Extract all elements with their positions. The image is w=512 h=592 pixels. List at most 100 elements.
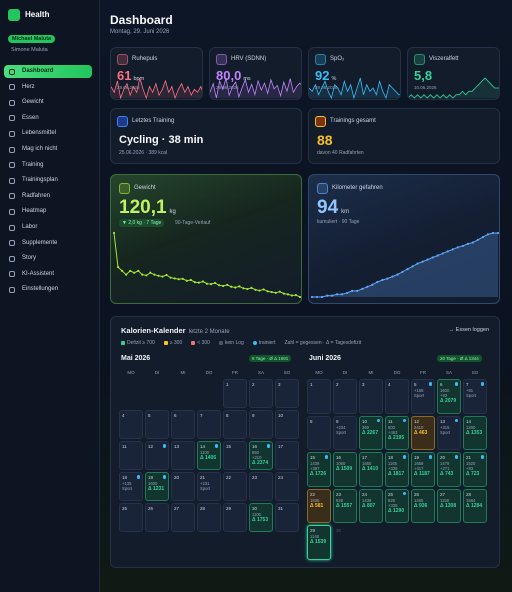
nav-item[interactable]: Story [4,252,92,265]
point [426,258,429,261]
point [116,265,120,269]
day-number: 10 [362,418,368,424]
day-cell: 25 828 +335 Δ 1290 [385,488,409,523]
day-number: 5 [148,413,151,418]
day-line: 1584 [466,497,476,503]
day-line: 828 [336,497,343,503]
point [125,273,128,276]
line [210,77,301,99]
nav-item[interactable]: Einstellungen [4,283,92,296]
point [141,273,144,276]
day-delta: Δ 1509 [336,466,353,472]
nav-label: Heatmap [22,208,47,215]
day-cell: 11 [119,441,143,470]
nav-item[interactable]: KI-Assistent [4,268,92,281]
other-user[interactable]: Simone Maluta [11,47,48,53]
day-line: Sport [122,486,133,491]
nav-item[interactable]: Radfahren [4,190,92,203]
point [496,231,499,235]
day-number: 24 [362,491,368,497]
day-line: +158 [414,388,424,393]
card-value: 92% [315,68,337,83]
nav-label: Herz [22,83,35,90]
card-label: Gewicht [134,185,156,191]
day-number: 7 [466,382,469,387]
day-cell: 16 1060 Δ 1509 [333,452,357,487]
day-cell: 26 [145,503,169,532]
nav-item[interactable]: Dashboard [4,65,92,78]
legend-label: trainiert [258,340,276,346]
training-value: Cycling · 38 min [119,134,204,146]
day-cell: 14 1200 Δ 1353 [463,415,487,450]
legend-label: < 300 [197,340,210,346]
day-cell: 21 1520 +93 Δ 723 [463,452,487,487]
month-name: Juni 2026 [309,355,341,362]
day-cell: 4 [119,410,143,439]
point [421,260,424,263]
nav-item[interactable]: Gewicht [4,96,92,109]
point [406,267,409,271]
day-number: 26 [414,491,420,497]
line [309,77,400,99]
day-cell: 3 [275,379,299,408]
point [254,288,257,291]
user-badge[interactable]: Michael Maluta [8,35,56,43]
point [181,277,184,280]
day-number: 13 [440,418,446,424]
nav-item[interactable]: Heatmap [4,205,92,218]
day-number: 30 [252,506,258,511]
day-cell: 9 [249,410,273,439]
point [286,293,289,296]
trained-dot [402,455,406,459]
nav-item[interactable]: Supplemente [4,237,92,250]
day-line: +231 [200,481,210,486]
month-name: Mai 2026 [121,355,151,362]
day-delta: Δ 1539 [310,539,327,545]
nav-icon [9,84,15,91]
day-line: +335 [388,502,398,508]
day-line: +91 [466,388,474,393]
nav-item[interactable]: Trainingsplan [4,174,92,187]
day-cell: 11 600 +493 Δ 2195 [385,415,409,450]
stat-card: SpO₂ 92% 29.06.2026 [308,47,401,100]
nav-label: Essen [22,114,39,121]
spark-fill [408,78,499,98]
nav-icon [9,162,15,169]
legend-label: Defizit ≥ 700 [127,340,155,346]
card-label: Trainings gesamt [330,118,376,124]
day-cell: 18 1165 +335 Δ 1817 [385,452,409,487]
day-number: 17 [278,444,284,449]
nav-item[interactable]: Essen [4,112,92,125]
point [476,238,479,241]
nav-item[interactable]: Herz [4,81,92,94]
day-number: 27 [174,506,180,511]
card-date: 10.06.2026 [414,85,437,90]
point [262,288,265,291]
point [209,283,213,286]
nav-icon [9,146,15,153]
day-line: 1659 [414,461,424,466]
nav-item[interactable]: Training [4,159,92,172]
point [133,271,136,274]
day-cell: 18 +135 Sport [119,472,143,501]
weekday: MI [368,370,374,375]
day-cell: 30 [333,525,357,560]
day-delta: Δ 1726 [310,471,327,477]
day-cell: 27 [171,503,195,532]
nav-item[interactable]: Labor [4,221,92,234]
day-number: 6 [174,413,177,418]
card-label: HRV (SDNN) [231,56,267,62]
day-number: 20 [440,455,446,460]
point [246,287,249,291]
card-label: Letztes Training [132,118,175,124]
area [312,233,498,297]
nav-item[interactable]: Lebensmittel [4,127,92,140]
line [113,232,301,298]
day-cell: 31 [275,503,299,532]
card-icon [117,54,128,65]
trained-dot [480,382,484,386]
calendar-link[interactable]: → Essen loggen [448,327,489,333]
nav-item[interactable]: Mag ich nicht [4,143,92,156]
day-cell: 8 [223,410,247,439]
weight-chart [112,231,301,299]
